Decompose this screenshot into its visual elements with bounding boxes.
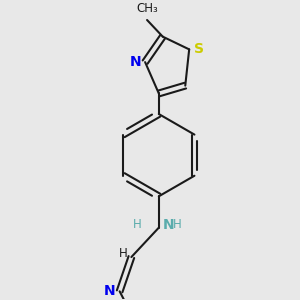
Text: CH₃: CH₃ bbox=[136, 2, 158, 15]
Text: S: S bbox=[194, 42, 204, 56]
Text: H: H bbox=[119, 247, 128, 260]
Text: H: H bbox=[132, 218, 141, 231]
Text: H: H bbox=[172, 218, 181, 231]
Text: N: N bbox=[130, 55, 141, 69]
Text: N: N bbox=[104, 284, 116, 298]
Text: N: N bbox=[163, 218, 174, 232]
